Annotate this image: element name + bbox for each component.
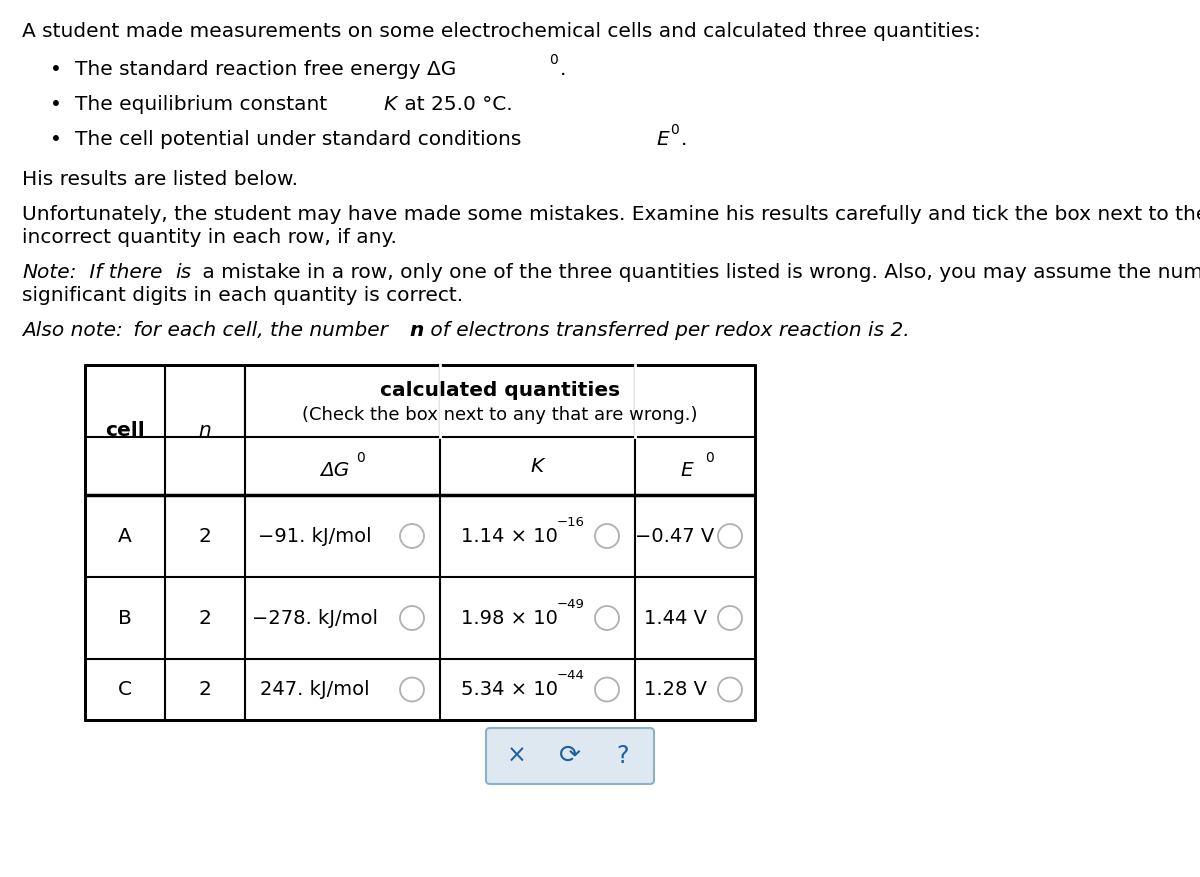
Text: 2: 2 [198, 680, 211, 699]
Text: 0: 0 [670, 123, 679, 137]
Text: E: E [680, 461, 694, 481]
Text: K: K [530, 457, 544, 475]
Text: at 25.0 °C.: at 25.0 °C. [398, 95, 512, 114]
Text: A student made measurements on some electrochemical cells and calculated three q: A student made measurements on some elec… [22, 22, 980, 41]
Text: .: . [682, 130, 688, 149]
Text: His results are listed below.: His results are listed below. [22, 170, 298, 189]
Text: 1.44 V: 1.44 V [643, 609, 707, 628]
Text: ×: × [508, 744, 527, 768]
Text: The equilibrium constant: The equilibrium constant [74, 95, 334, 114]
Text: −44: −44 [557, 669, 584, 682]
Text: 247. kJ/mol: 247. kJ/mol [259, 680, 370, 699]
Text: −16: −16 [557, 516, 584, 529]
Text: •: • [50, 130, 62, 149]
Text: 0: 0 [550, 53, 558, 67]
Text: −278. kJ/mol: −278. kJ/mol [252, 609, 378, 628]
Text: ?: ? [617, 744, 629, 768]
FancyBboxPatch shape [486, 728, 654, 784]
Text: of electrons transferred per redox reaction is 2.: of electrons transferred per redox react… [424, 321, 910, 340]
Text: −0.47 V: −0.47 V [635, 526, 715, 545]
Text: 2: 2 [198, 526, 211, 545]
Text: ΔG: ΔG [320, 461, 349, 481]
Text: E: E [656, 130, 668, 149]
Text: The standard reaction free energy ΔG: The standard reaction free energy ΔG [74, 60, 456, 79]
Text: B: B [118, 609, 132, 628]
Text: 1.98 × 10: 1.98 × 10 [461, 609, 558, 628]
Text: C: C [118, 680, 132, 699]
Text: calculated quantities: calculated quantities [380, 381, 620, 400]
Text: Note:: Note: [22, 263, 77, 282]
Text: Unfortunately, the student may have made some mistakes. Examine his results care: Unfortunately, the student may have made… [22, 205, 1200, 224]
Text: significant digits in each quantity is correct.: significant digits in each quantity is c… [22, 286, 463, 305]
Text: −49: −49 [557, 597, 584, 610]
Text: ⟳: ⟳ [559, 743, 581, 769]
Text: K: K [383, 95, 396, 114]
Text: •: • [50, 60, 62, 79]
Text: .: . [560, 60, 566, 79]
Text: 1.14 × 10: 1.14 × 10 [461, 526, 558, 545]
Text: 1.28 V: 1.28 V [643, 680, 707, 699]
Bar [85, 365, 755, 720]
Text: 0: 0 [706, 451, 714, 465]
Text: is: is [175, 263, 191, 282]
Text: The cell potential under standard conditions: The cell potential under standard condit… [74, 130, 528, 149]
Text: 0: 0 [356, 451, 365, 465]
Text: Also note:: Also note: [22, 321, 122, 340]
Text: n: n [199, 420, 211, 439]
Text: If there: If there [83, 263, 169, 282]
Text: a mistake in a row, only one of the three quantities listed is wrong. Also, you : a mistake in a row, only one of the thre… [196, 263, 1200, 282]
Text: incorrect quantity in each row, if any.: incorrect quantity in each row, if any. [22, 228, 397, 247]
Text: 2: 2 [198, 609, 211, 628]
Text: (Check the box next to any that are wrong.): (Check the box next to any that are wron… [302, 406, 697, 424]
Text: −91. kJ/mol: −91. kJ/mol [258, 526, 371, 545]
Text: A: A [118, 526, 132, 545]
Text: 5.34 × 10: 5.34 × 10 [461, 680, 558, 699]
Text: for each cell, the number: for each cell, the number [127, 321, 395, 340]
Text: •: • [50, 95, 62, 114]
Text: n: n [409, 321, 424, 340]
Text: cell: cell [106, 420, 145, 439]
